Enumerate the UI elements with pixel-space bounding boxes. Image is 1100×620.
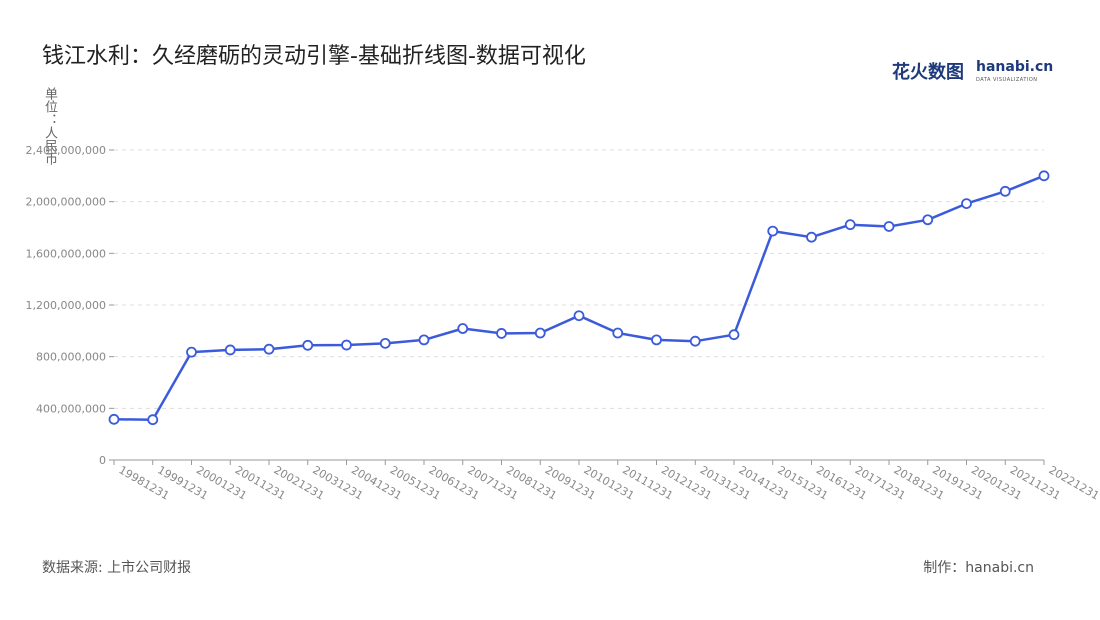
data-point: [418, 334, 430, 346]
data-point: [922, 214, 934, 226]
data-point: [961, 198, 972, 210]
data-points: [108, 170, 1050, 426]
data-point: [728, 329, 740, 341]
data-point: [263, 343, 275, 355]
logo-cn-text: 花火数图: [892, 62, 964, 83]
y-tick-label: 1,200,000,000: [26, 299, 106, 312]
logo-en-text: hanabi.cn: [976, 59, 1054, 75]
y-tick-label: 0: [99, 454, 106, 467]
x-axis: 1998123119991231200012312001123120021231…: [113, 459, 1100, 503]
credit-text: 制作：hanabi.cn: [923, 560, 1034, 576]
grid-lines: [114, 149, 1044, 409]
data-point: [457, 323, 469, 334]
logo-sub-text: DATA VISUALIZATION: [976, 77, 1038, 83]
data-point: [147, 414, 159, 426]
brand-logo: 花火数图 hanabi.cn DATA VISUALIZATION: [892, 58, 1053, 88]
y-axis-label: 单位：人民币: [42, 87, 57, 165]
data-point: [612, 327, 624, 339]
y-tick-label: 2,000,000,000: [26, 196, 106, 209]
data-point: [108, 413, 120, 425]
data-point: [379, 337, 391, 349]
data-point: [224, 344, 236, 356]
y-axis-ticks: 0 400,000,000 800,000,000 1,200,000,000 1,60…: [26, 144, 114, 467]
data-point: [689, 335, 701, 347]
y-tick-label: 400,000,000: [36, 402, 106, 415]
y-tick-label: 800,000,000: [36, 351, 106, 364]
data-point: [767, 225, 779, 237]
data-point: [573, 310, 585, 322]
y-tick-label: 1,600,000,000: [26, 247, 106, 260]
data-point: [302, 339, 314, 351]
data-point: [186, 346, 197, 358]
data-point: [999, 185, 1011, 197]
series-line: [113, 174, 1045, 421]
chart-title: 钱江水利：久经磨砺的灵动引擎-基础折线图-数据可视化: [42, 44, 586, 69]
data-point: [341, 339, 352, 351]
data-point: [496, 328, 507, 339]
y-tick-label: 2,400,000,000: [26, 144, 106, 157]
data-point: [806, 231, 817, 243]
series-line-group: [113, 174, 1045, 421]
data-point: [883, 221, 895, 232]
data-source: 数据来源: 上市公司财报: [42, 560, 192, 576]
data-point: [1038, 170, 1050, 182]
data-point: [534, 327, 546, 339]
data-point: [651, 334, 662, 346]
data-point: [844, 219, 856, 231]
